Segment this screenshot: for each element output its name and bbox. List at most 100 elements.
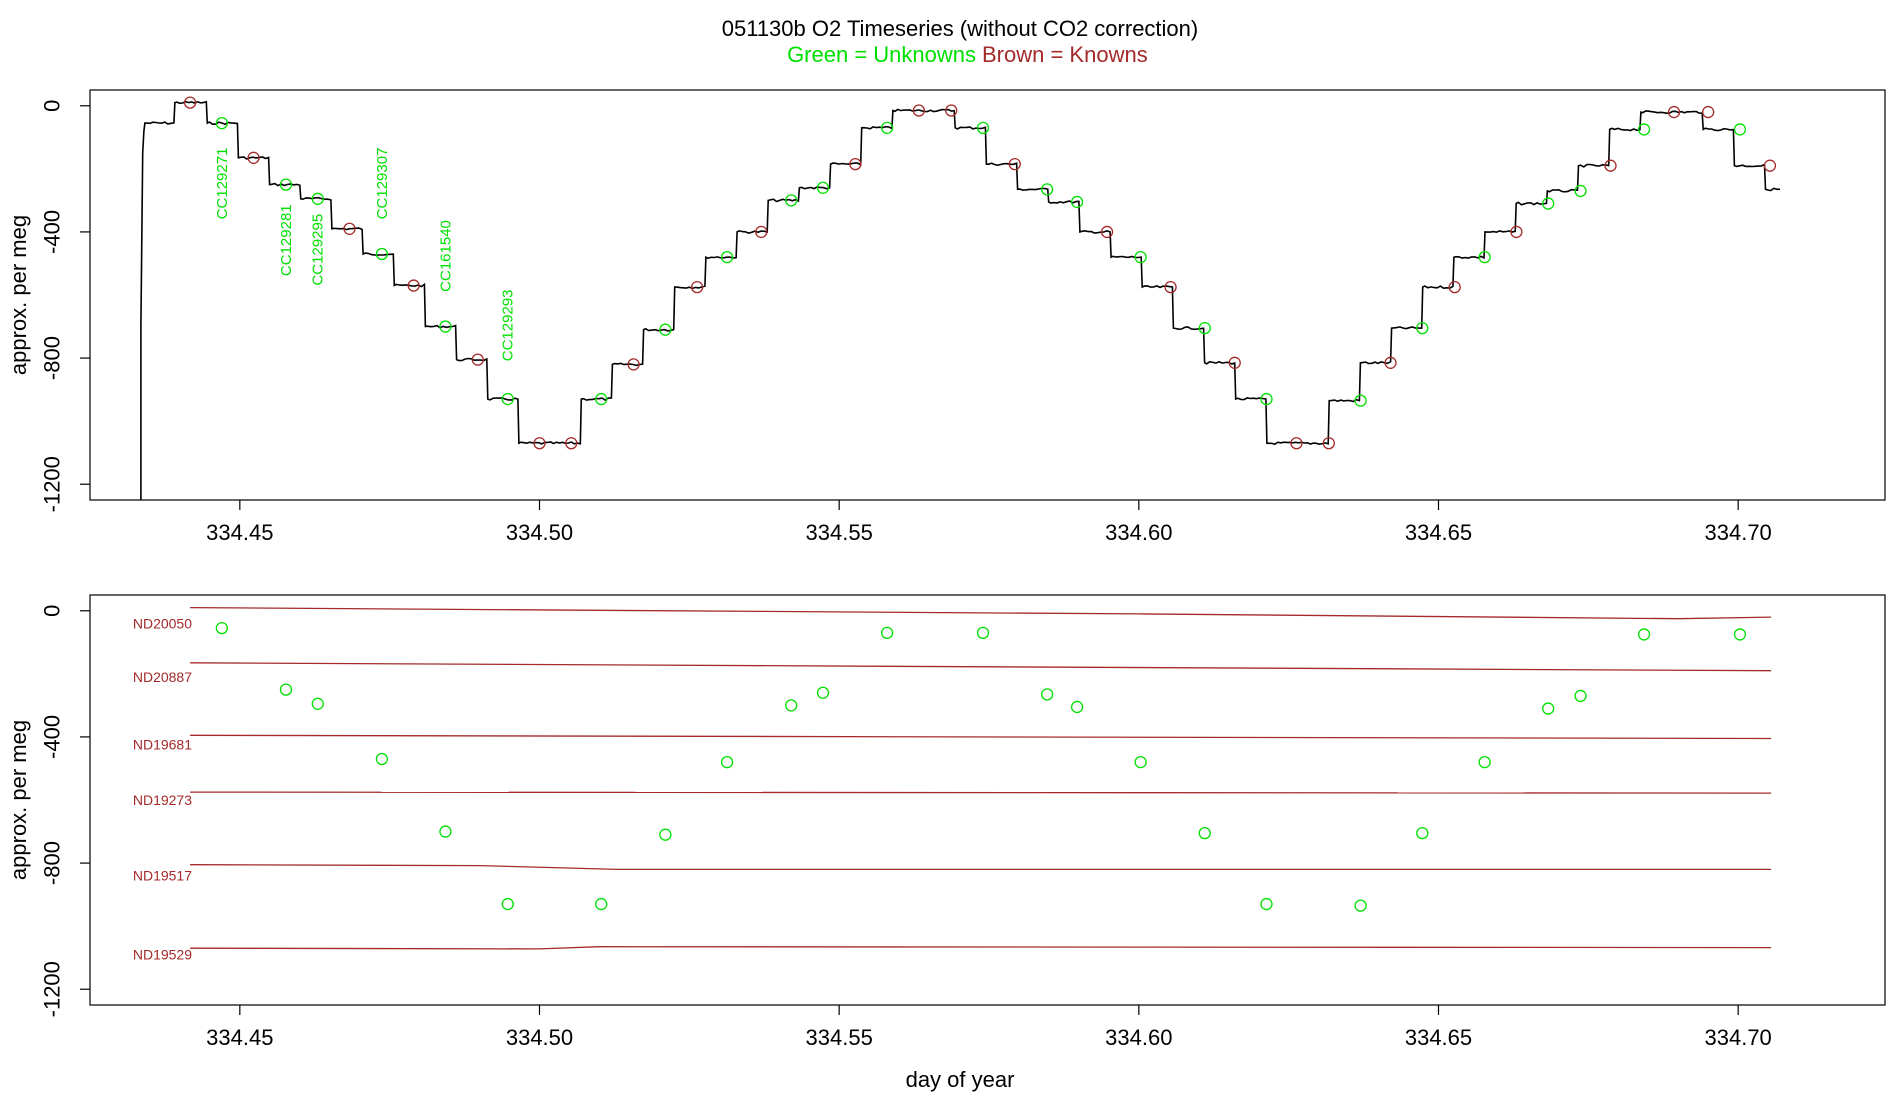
unknown-point (279, 178, 293, 191)
unknown-point (1198, 826, 1211, 840)
sample-annotations: CC129271 CC129281 CC129295 CC129307 CC161540… (214, 148, 517, 362)
unknown-points (215, 116, 1747, 407)
reference-line (190, 864, 1772, 871)
unknown-points-bottom (215, 621, 1747, 912)
unknown-point (1574, 689, 1587, 703)
reference-line-label: ND19517 (133, 868, 192, 884)
annotation-label: CC161540 (437, 220, 454, 292)
known-point (183, 96, 197, 109)
unknown-point (1134, 756, 1147, 769)
known-point (1604, 159, 1617, 172)
known-point (690, 280, 704, 294)
reference-line-label: ND20050 (133, 615, 192, 631)
bottom-x-tick-label: 334.65 (1405, 1025, 1472, 1050)
unknown-point (375, 752, 389, 766)
x-axis-label: day of year (906, 1067, 1015, 1092)
unknown-point (1040, 183, 1054, 196)
unknown-point (1134, 251, 1147, 264)
top-y-tick-label: -400 (40, 210, 65, 254)
top-y-tick-label: -1200 (40, 456, 65, 512)
known-point (565, 437, 578, 450)
known-point (945, 104, 958, 117)
bottom-plot-frame (89, 594, 1886, 1006)
top-y-tick-label: 0 (40, 100, 65, 112)
unknown-point (816, 686, 830, 699)
known-point (627, 358, 640, 371)
unknown-point (816, 181, 830, 194)
known-point (1448, 280, 1461, 294)
unknown-point (1260, 392, 1273, 406)
reference-lines: ND20050 ND20887 ND19681 ND19273 ND19517 ND195… (133, 606, 1772, 962)
annotation-label: CC129295 (310, 214, 327, 286)
unknown-point (1542, 702, 1555, 715)
unknown-point (1416, 826, 1429, 840)
unknown-point (880, 626, 894, 639)
o2-trace (140, 100, 1781, 500)
reference-line-label: ND19681 (133, 737, 192, 753)
top-x-tick-label: 334.60 (1105, 520, 1172, 545)
annotation-label: CC129271 (214, 148, 231, 220)
known-point (1100, 225, 1114, 239)
unknown-point (1542, 197, 1555, 210)
bottom-y-tick-label: -1200 (40, 961, 65, 1017)
unknown-point (1637, 628, 1651, 641)
unknown-point (1354, 899, 1367, 912)
unknown-point (1354, 394, 1367, 407)
unknown-point (1478, 756, 1491, 769)
unknown-point (1416, 321, 1429, 335)
unknown-point (880, 121, 894, 134)
unknown-point (1260, 897, 1273, 911)
unknown-point (976, 626, 990, 639)
known-point (1008, 157, 1021, 171)
known-point (343, 222, 356, 235)
unknown-point (1733, 628, 1747, 641)
bottom-x-tick-label: 334.45 (206, 1025, 273, 1050)
unknown-point (215, 621, 229, 635)
unknown-point (1040, 688, 1054, 701)
bottom-y-tick-label: 0 (40, 605, 65, 617)
known-points (183, 96, 1777, 450)
known-point (1510, 225, 1523, 239)
top-x-tick-label: 334.55 (806, 520, 873, 545)
legend-knowns: Brown = Knowns (982, 42, 1148, 67)
unknown-point (976, 121, 990, 134)
unknown-point (501, 897, 514, 911)
unknown-point (375, 247, 389, 261)
reference-line (190, 791, 1772, 794)
unknown-point (1478, 251, 1491, 264)
bottom-y-tick-label: -400 (40, 715, 65, 759)
unknown-point (1198, 321, 1211, 335)
unknown-point (279, 683, 293, 696)
top-y-axis: 0 -400 -800 -1200 (40, 100, 90, 512)
known-point (247, 151, 260, 164)
bottom-y-tick-label: -800 (40, 841, 65, 885)
unknown-point (785, 194, 798, 207)
unknown-point (1070, 195, 1084, 209)
unknown-point (501, 392, 514, 406)
known-point (1228, 356, 1241, 369)
known-point (1702, 105, 1715, 119)
bottom-panel: approx. per meg 0 -400 -800 -1200 334.45 334… (6, 594, 1886, 1092)
unknown-point (720, 251, 734, 264)
annotation-label: CC129281 (278, 204, 295, 276)
reference-line-label: ND20887 (133, 669, 192, 685)
unknown-point (595, 897, 608, 911)
top-x-tick-label: 334.65 (1405, 520, 1472, 545)
top-plot-frame (89, 89, 1886, 501)
known-point (1763, 159, 1777, 172)
top-x-tick-label: 334.70 (1705, 520, 1772, 545)
unknown-point (1733, 123, 1747, 136)
unknown-point (1637, 123, 1651, 136)
reference-line (190, 734, 1772, 740)
reference-line (190, 606, 1772, 620)
reference-line (190, 662, 1772, 672)
unknown-point (311, 697, 324, 710)
unknown-point (659, 828, 672, 841)
top-x-axis: 334.45 334.50 334.55 334.60 334.65 334.70 (206, 500, 1772, 545)
known-point (1667, 105, 1681, 119)
reference-line-label: ND19273 (133, 792, 192, 808)
bottom-y-axis-label: approx. per meg (6, 720, 31, 880)
unknown-point (659, 323, 672, 336)
known-point (1164, 280, 1177, 294)
chart-title: 051130b O2 Timeseries (without CO2 corre… (722, 16, 1198, 41)
